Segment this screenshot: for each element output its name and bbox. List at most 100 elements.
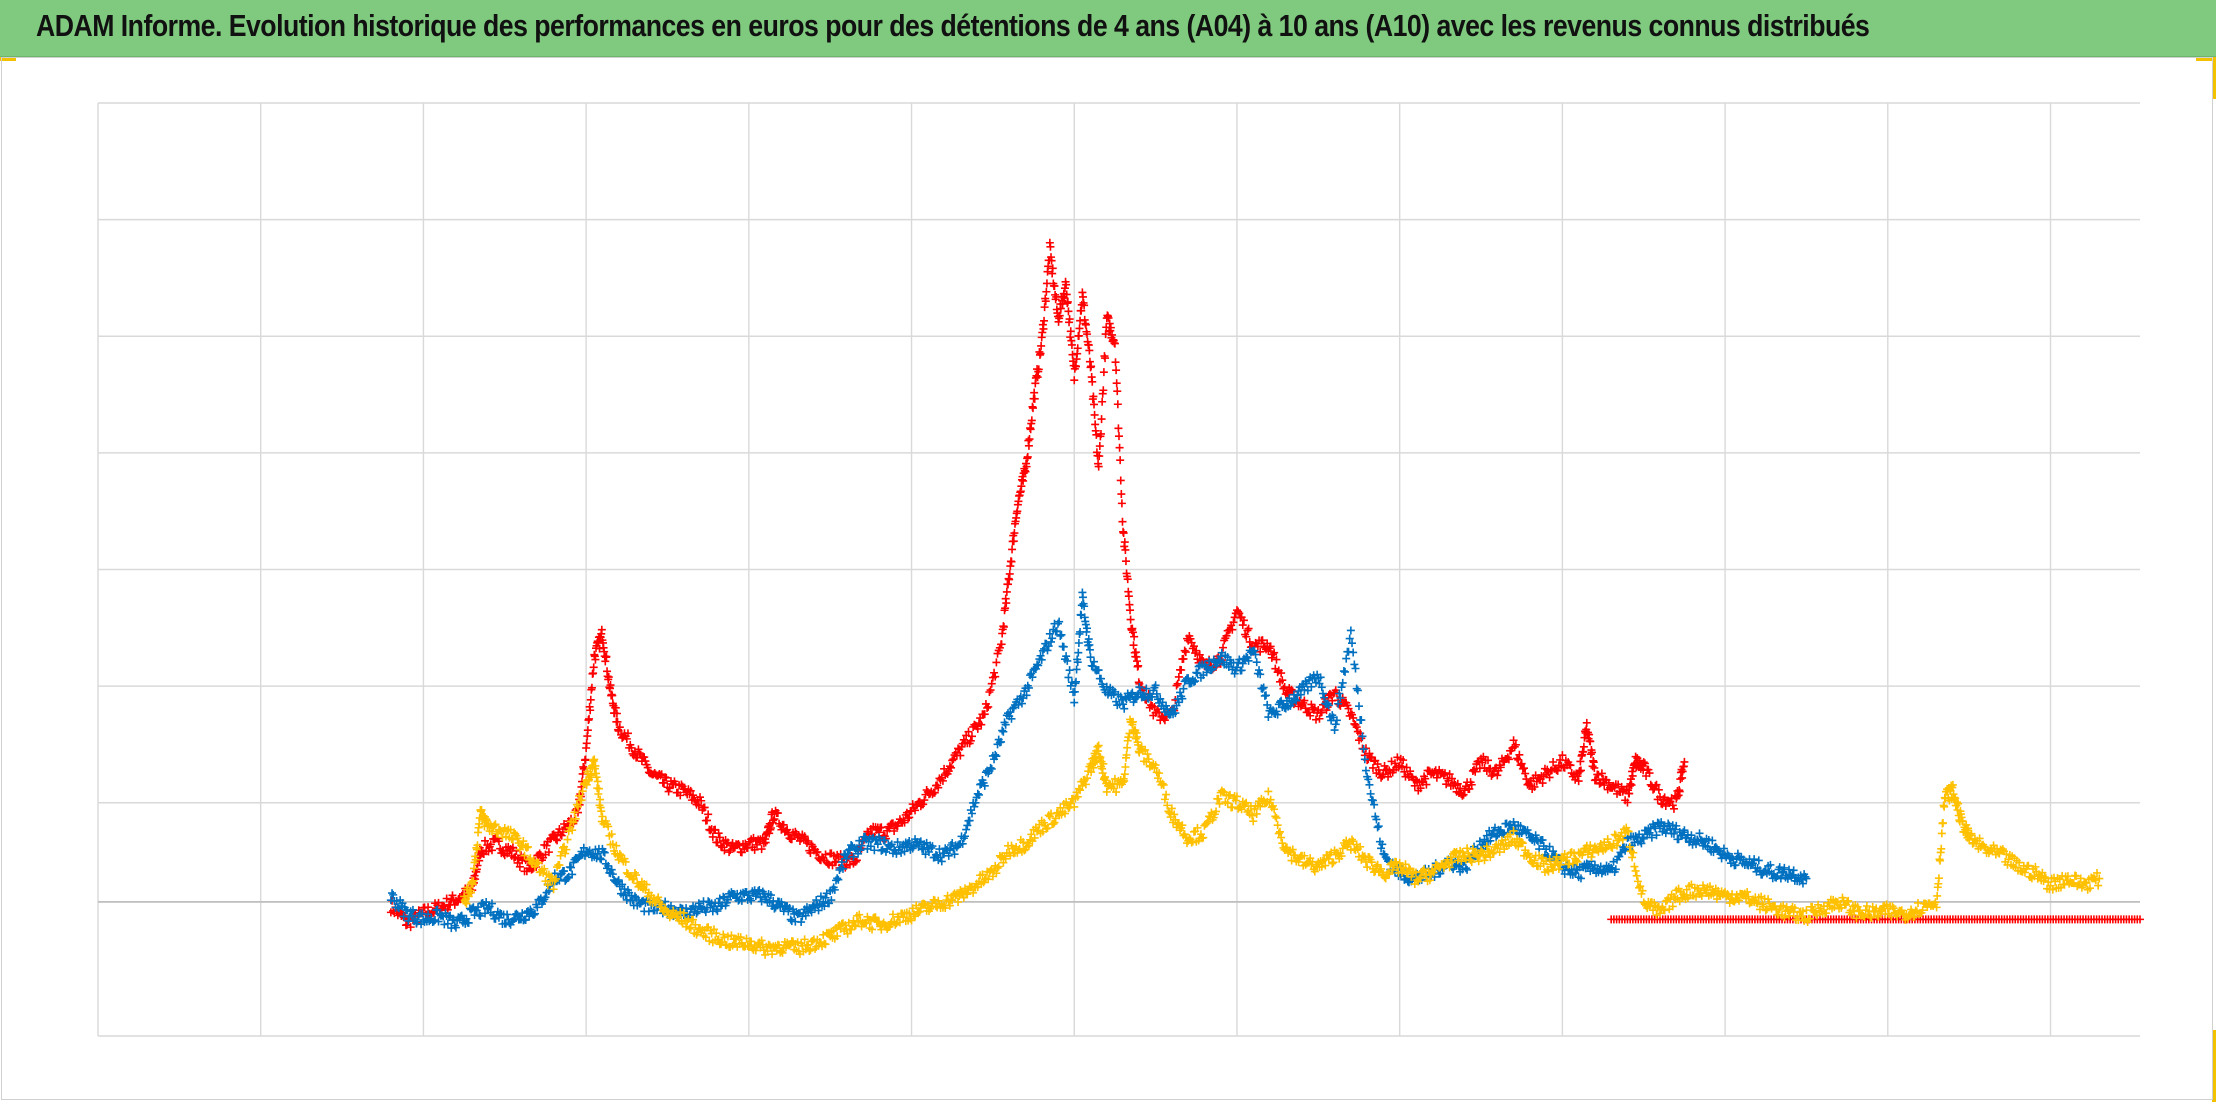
series-0-point <box>1399 756 1408 765</box>
series-1-point <box>1074 648 1083 657</box>
series-0-point <box>765 829 774 838</box>
series-0-point <box>1311 715 1320 724</box>
series-0-point <box>902 808 911 817</box>
series-0-point <box>1445 770 1454 779</box>
series-1-point <box>1350 660 1359 669</box>
series-1-point <box>618 880 627 889</box>
series-0-point <box>1174 672 1183 681</box>
series-0-point <box>1081 320 1090 329</box>
series-0-point <box>1538 779 1547 788</box>
corner-accent-left <box>0 57 16 61</box>
series-0-point <box>986 686 995 695</box>
series-1-point <box>620 885 629 894</box>
series-0-point <box>1099 386 1108 395</box>
series-0-point <box>557 831 566 840</box>
series-1-point <box>1365 780 1374 789</box>
series-1-point <box>1070 687 1079 696</box>
series-0-point <box>700 803 709 812</box>
series-0-point <box>1430 767 1439 776</box>
series-0-point <box>608 691 617 700</box>
series-0-point <box>1064 307 1073 316</box>
series-2-point <box>1272 813 1281 822</box>
series-2-point <box>1939 818 1948 827</box>
series-1-point <box>644 907 653 916</box>
series-1-point <box>1065 666 1074 675</box>
series-0-point <box>890 827 899 836</box>
series-1-point <box>446 911 455 920</box>
series-0-point <box>551 835 560 844</box>
series-0-point <box>1080 301 1089 310</box>
series-0-point <box>1582 718 1591 727</box>
series-0-point <box>1117 499 1126 508</box>
series-0-point <box>486 840 495 849</box>
series-0-point <box>1268 650 1277 659</box>
series-0-point <box>1592 775 1601 784</box>
series-0-point <box>1245 637 1254 646</box>
series-0-point <box>1365 749 1374 758</box>
series-2-point <box>1628 853 1637 862</box>
series-0-point <box>1112 379 1121 388</box>
series-0-point <box>1050 282 1059 291</box>
series-0-point <box>1652 780 1661 789</box>
series-0-point <box>1055 311 1064 320</box>
series-0-point <box>711 825 720 834</box>
series-0-point <box>1566 761 1575 770</box>
series-0-point <box>1105 319 1114 328</box>
series-0-point <box>783 825 792 834</box>
series-0-point <box>1229 618 1238 627</box>
series-0-point <box>1063 297 1072 306</box>
series-0-point <box>967 732 976 741</box>
series-0-point <box>1658 800 1667 809</box>
series-0-point <box>1604 778 1613 787</box>
series-0-point <box>1042 287 1051 296</box>
series-0-point <box>1087 362 1096 371</box>
series-0-point <box>1306 711 1315 720</box>
series-0-point <box>494 837 503 846</box>
series-0-point <box>1456 784 1465 793</box>
series-0-point <box>983 703 992 712</box>
series-1-point <box>503 910 512 919</box>
series-1-point <box>597 855 606 864</box>
series-1-point <box>713 907 722 916</box>
series-1-point <box>388 889 397 898</box>
series-0-point <box>1595 779 1604 788</box>
series-1-point <box>1339 667 1348 676</box>
series-0-point <box>1058 299 1067 308</box>
series-0-point <box>1126 606 1135 615</box>
series-0-point <box>973 724 982 733</box>
series-1-point <box>1463 865 1472 874</box>
series-0-point <box>821 850 830 859</box>
series-2-point <box>594 784 603 793</box>
chart-title: ADAM Informe. Evolution historique des p… <box>36 8 1870 43</box>
series-1-point <box>1331 720 1340 729</box>
series-0-point <box>1256 647 1265 656</box>
series-0-point <box>1631 752 1640 761</box>
series-0-point <box>1192 646 1201 655</box>
series-0-point <box>1027 416 1036 425</box>
series-0-point <box>1101 354 1110 363</box>
series-0-point <box>1008 545 1017 554</box>
series-0-point <box>1085 346 1094 355</box>
series-0-point <box>1588 748 1597 757</box>
series-0-point <box>1021 467 1030 476</box>
series-1-point <box>443 919 452 928</box>
series-2-point <box>1631 866 1640 875</box>
series-0-point <box>779 820 788 829</box>
series-0-point <box>1062 280 1071 289</box>
series-0-point <box>741 839 750 848</box>
series-0-point <box>800 832 809 841</box>
series-0-point <box>1244 624 1253 633</box>
series-0-point <box>1106 323 1115 332</box>
series-0-point <box>1007 557 1016 566</box>
series-0-point <box>1110 339 1119 348</box>
series-0-point <box>984 702 993 711</box>
series-0-point <box>586 695 595 704</box>
series-0-point <box>1558 751 1567 760</box>
series-1-point <box>521 916 530 925</box>
series-0-point <box>1545 773 1554 782</box>
series-0-point <box>1115 443 1124 452</box>
series-0-point <box>481 836 490 845</box>
series-0-point <box>1195 650 1204 659</box>
series-0-point <box>769 816 778 825</box>
series-0-point <box>1160 716 1169 725</box>
